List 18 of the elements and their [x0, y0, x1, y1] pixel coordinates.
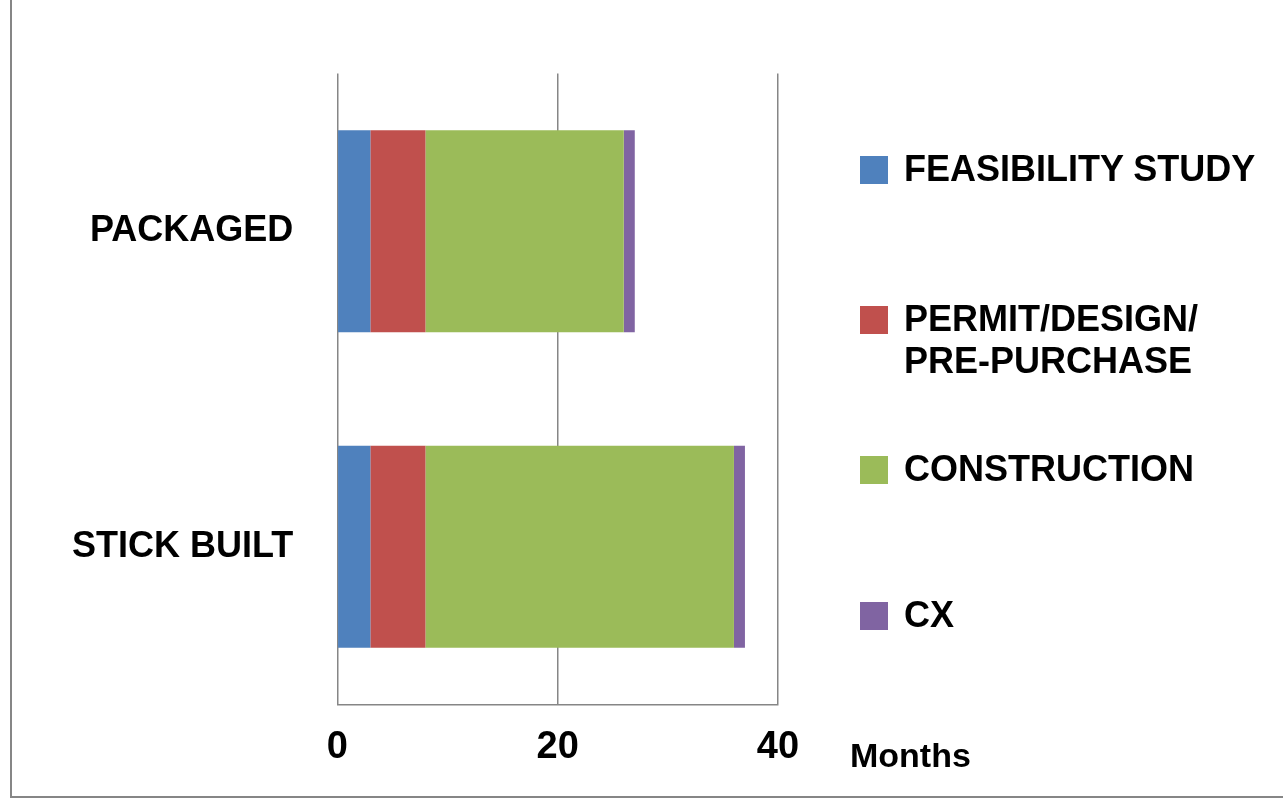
x-tick-label: 0 — [326, 723, 348, 766]
bar — [425, 445, 734, 648]
bar — [623, 130, 635, 333]
bar — [370, 445, 426, 648]
legend-label: FEASIBILITY STUDY — [904, 148, 1256, 190]
bar — [733, 445, 745, 648]
bar — [338, 130, 371, 333]
legend-label: CX — [904, 594, 955, 636]
x-tick-label: 40 — [756, 723, 800, 766]
y-tick-label: STICK BUILT — [72, 523, 294, 565]
y-tick-label: PACKAGED — [89, 208, 294, 250]
bar — [370, 130, 426, 333]
legend-label: CONSTRUCTION — [904, 448, 1194, 490]
bar — [425, 130, 624, 333]
x-tick-label: 20 — [536, 723, 579, 766]
x-axis-title: Months — [850, 735, 971, 774]
bar — [338, 445, 371, 648]
legend-label: PERMIT/DESIGN/ PRE-PURCHASE — [904, 298, 1200, 382]
